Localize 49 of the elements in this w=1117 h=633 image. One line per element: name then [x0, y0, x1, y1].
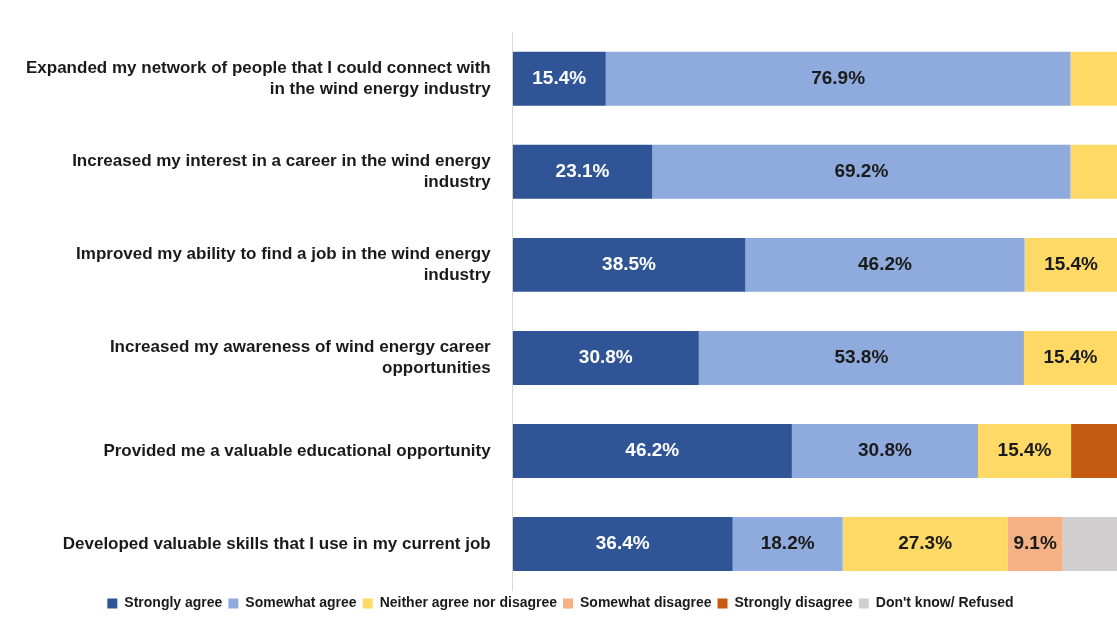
bar — [978, 424, 1072, 478]
legend-label: Neither agree nor disagree — [379, 594, 558, 611]
legend-label: Strongly agree — [124, 594, 223, 611]
bar — [1070, 144, 1117, 199]
bar — [512, 144, 653, 199]
bar — [732, 517, 843, 572]
data-label: 69.2% — [834, 160, 889, 182]
data-label: 15.4% — [1043, 346, 1098, 368]
legend-label: Don't know/ Refused — [875, 594, 1014, 611]
data-label: 38.5% — [602, 253, 657, 275]
bar — [1023, 330, 1117, 385]
bar — [842, 517, 1008, 572]
y-tick-label: Provided me a valuable educational opportunity — [103, 440, 492, 460]
data-label: 15.4% — [1044, 253, 1099, 275]
bar — [605, 51, 1071, 106]
bar — [512, 424, 792, 478]
data-label: 53.8% — [834, 346, 889, 368]
y-tick-label: Developed valuable skills that I use in my current job — [62, 533, 491, 553]
bar — [512, 237, 746, 292]
data-label: 27.3% — [898, 532, 953, 554]
data-label: 23.1% — [555, 160, 610, 182]
y-tick-label: Increased my interest in a career in the wind energy industry — [72, 151, 492, 191]
y-tick-label: Expanded my network of people that I could connect with in the wind energy industry — [25, 58, 492, 98]
data-label: 15.4% — [997, 439, 1052, 461]
bar — [512, 517, 733, 572]
data-label: 30.8% — [578, 346, 633, 368]
legend-label: Somewhat disagree — [580, 594, 712, 611]
y-tick-label: Increased my awareness of wind energy career opportunities — [109, 337, 492, 377]
bar — [745, 237, 1025, 292]
legend-label: Somewhat agree — [245, 594, 357, 611]
data-label: 15.4% — [532, 66, 587, 88]
bar — [652, 144, 1071, 199]
bar — [512, 51, 606, 106]
legend-label: Strongly disagree — [734, 594, 853, 611]
bar — [1024, 237, 1117, 292]
y-tick-label: Improved my ability to find a job in the wind energy industry — [76, 244, 492, 284]
bar — [698, 330, 1024, 385]
data-label: 36.4% — [595, 532, 650, 554]
bar — [1062, 517, 1117, 572]
data-label: 30.8% — [858, 439, 912, 461]
data-label: 76.9% — [811, 66, 866, 88]
data-label: 46.2% — [858, 253, 912, 275]
data-label: 9.1% — [1013, 532, 1057, 554]
data-label: 18.2% — [760, 532, 815, 554]
bar — [1070, 51, 1117, 106]
bar — [791, 424, 979, 478]
bar — [512, 330, 699, 385]
bar — [1071, 424, 1117, 478]
data-label: 46.2% — [625, 439, 680, 461]
